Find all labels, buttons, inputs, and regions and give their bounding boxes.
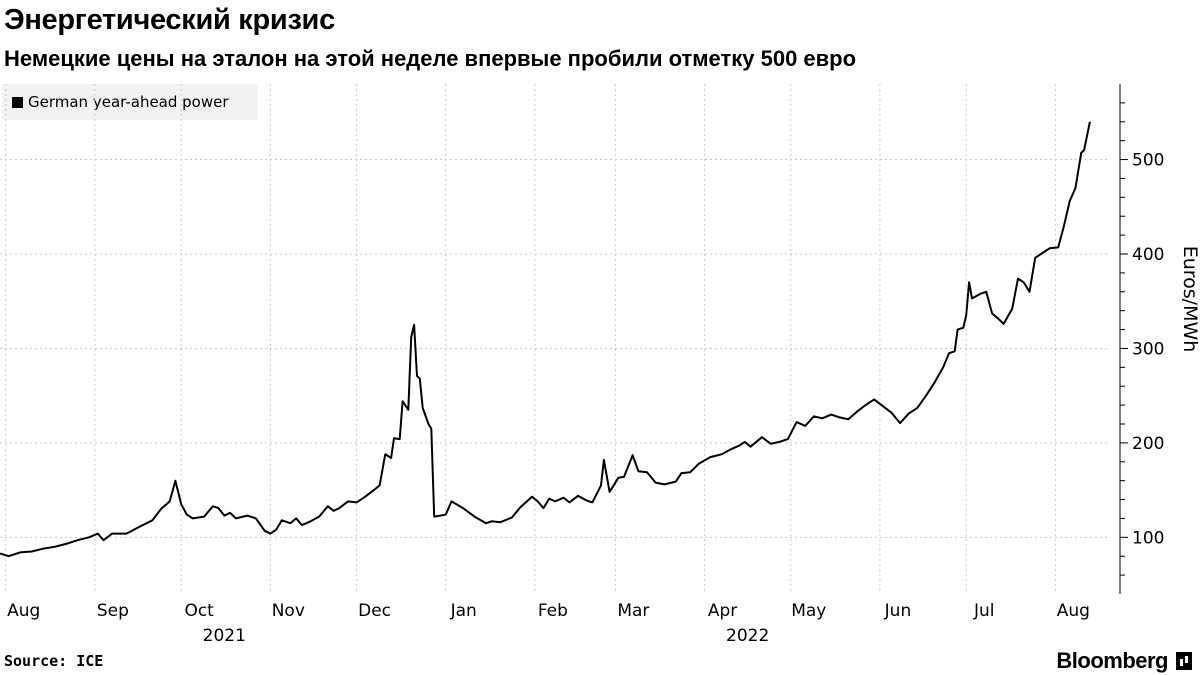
x-tick-label: Jul <box>973 601 995 621</box>
legend-swatch <box>12 96 23 108</box>
brand-logo: Bloomberg <box>1056 648 1168 673</box>
y-tick-label: 500 <box>1132 151 1164 171</box>
x-tick-label: Dec <box>358 601 391 621</box>
x-tick-label: Aug <box>1057 601 1090 621</box>
y-tick-label: 100 <box>1132 528 1164 548</box>
y-tick-label: 400 <box>1132 245 1164 265</box>
x-tick-label: Nov <box>272 601 305 621</box>
x-tick-label: Jan <box>450 601 477 621</box>
x-tick-label: Aug <box>7 601 40 621</box>
source-note: Source: ICE <box>4 652 104 670</box>
x-tick-label: Oct <box>184 601 214 621</box>
chart-subtitle: Немецкие цены на эталон на этой неделе в… <box>4 46 857 71</box>
y-axis-title: Euros/MWh <box>1179 246 1200 353</box>
x-tick-label: May <box>791 601 826 621</box>
y-tick-label: 200 <box>1132 434 1164 454</box>
legend-label: German year-ahead power <box>28 93 229 111</box>
x-tick-label: Feb <box>538 601 568 621</box>
x-tick-label: Jun <box>884 601 912 621</box>
x-year-label: 2021 <box>203 626 246 646</box>
y-tick-label: 300 <box>1132 339 1164 359</box>
chart-legend: German year-ahead power <box>2 84 258 120</box>
x-tick-label: Sep <box>97 601 129 621</box>
x-year-label: 2022 <box>726 626 769 646</box>
x-tick-label: Apr <box>708 601 737 621</box>
series-line <box>0 121 1091 558</box>
chart-title: Энергетический кризис <box>4 4 335 36</box>
x-tick-label: Mar <box>617 601 649 621</box>
bloomberg-icon <box>1176 652 1192 670</box>
